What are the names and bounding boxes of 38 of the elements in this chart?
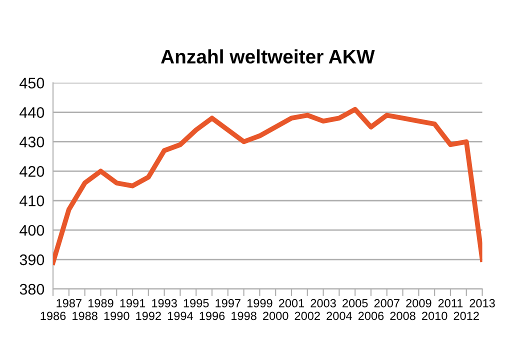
x-tick-label: 1994: [168, 312, 193, 320]
x-tick-label: 2011: [438, 299, 463, 308]
x-tick-label: 1991: [120, 299, 146, 308]
y-tick-label: 410: [20, 195, 44, 206]
x-tick-label: 2008: [390, 312, 416, 320]
y-tick-label: 400: [20, 224, 44, 236]
x-tick-label: 1992: [136, 312, 161, 320]
x-tick-label: 2013: [470, 299, 495, 308]
x-tick-label: 1993: [152, 299, 177, 308]
chart-title: Anzahl weltweiter AKW: [161, 49, 375, 64]
x-tick-label: 2001: [278, 299, 304, 308]
x-tick-label: 2010: [422, 312, 448, 320]
x-tick-label: 2000: [263, 312, 288, 320]
y-tick-label: 450: [20, 78, 44, 88]
y-tick-label: 430: [20, 136, 44, 148]
x-tick-label: 2005: [342, 299, 368, 308]
x-tick-label: 2003: [310, 299, 336, 308]
x-tick-label: 2002: [294, 312, 320, 320]
x-tick-label: 2006: [358, 312, 384, 320]
x-tick-label: 1998: [232, 312, 256, 320]
x-tick-label: 1997: [216, 299, 240, 308]
x-tick-label: 1990: [104, 312, 130, 320]
line-series: [53, 106, 482, 265]
x-tick-label: 1995: [184, 299, 209, 308]
x-tick-label: 1986: [40, 312, 66, 320]
x-tick-label: 2007: [374, 299, 400, 308]
x-tick-label: 1996: [200, 312, 225, 320]
y-tick-label: 420: [20, 166, 44, 177]
x-tick-label: 2012: [454, 312, 479, 320]
x-tick-label: 1989: [88, 299, 114, 308]
x-tick-label: 2009: [406, 299, 432, 308]
x-tick-label: 1999: [247, 299, 272, 308]
x-tick-label: 2004: [326, 312, 352, 320]
x-tick-label: 1987: [56, 299, 82, 308]
y-tick-label: 390: [20, 254, 44, 266]
y-tick-label: 440: [20, 107, 44, 118]
x-tick-label: 1988: [72, 312, 98, 320]
y-tick-label: 380: [20, 284, 44, 295]
